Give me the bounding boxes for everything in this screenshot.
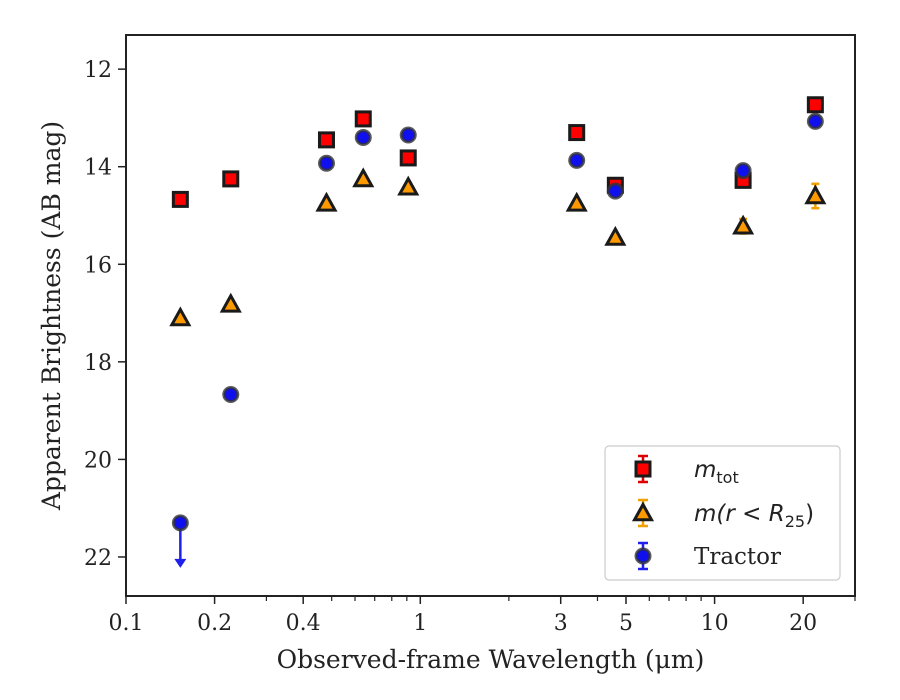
x-tick-label: 5 [619, 611, 633, 636]
data-point-triangle [804, 184, 827, 205]
data-point-circle [806, 112, 824, 130]
data-point-triangle [732, 214, 755, 235]
data-point-square [399, 149, 417, 167]
y-tick-label: 14 [84, 156, 112, 181]
data-point-triangle [352, 167, 375, 188]
legend-label: m(r < R25) [694, 501, 814, 531]
x-tick-label: 20 [789, 611, 817, 636]
data-point-square [317, 131, 335, 149]
data-point-triangle [169, 306, 192, 327]
y-axis-label: Apparent Brightness (AB mag) [37, 121, 66, 511]
data-point-triangle [397, 175, 420, 196]
data-marks [169, 96, 827, 568]
x-tick-label: 3 [554, 611, 568, 636]
plot-frame [125, 34, 856, 597]
data-point-circle [222, 386, 240, 404]
data-point-triangle [315, 191, 338, 212]
x-axis-ticks: 0.1 0.2 0.4 1 3 5 10 20 [109, 596, 856, 636]
legend-label: Tractor [694, 544, 781, 570]
data-point-circle [734, 162, 752, 180]
x-tick-label: 0.2 [197, 611, 232, 636]
upper-limit-arrow-head [174, 558, 187, 568]
y-axis-ticks: 12 14 16 18 20 22 [84, 58, 126, 571]
data-point-circle [171, 514, 189, 532]
legend: mtot m(r < R25) Tractor [604, 445, 841, 581]
data-point-square [171, 190, 189, 208]
y-tick-label: 20 [84, 448, 112, 473]
data-point-square [354, 110, 372, 128]
legend-marker-square [634, 460, 652, 478]
legend-label: mtot [694, 457, 739, 487]
x-tick-label: 0.4 [286, 611, 321, 636]
y-tick-label: 16 [84, 253, 112, 278]
data-point-circle [568, 151, 586, 169]
x-axis-label: Observed-frame Wavelength (μm) [277, 645, 705, 674]
data-point-circle [606, 182, 624, 200]
data-point-circle [317, 154, 335, 172]
data-point-circle [399, 126, 417, 144]
data-point-circle [354, 128, 372, 146]
y-tick-label: 12 [84, 58, 112, 83]
data-point-triangle [565, 191, 588, 212]
legend-box [604, 445, 841, 581]
data-point-square [222, 170, 240, 188]
legend-marker-triangle [631, 501, 655, 522]
y-tick-label: 22 [84, 546, 112, 571]
data-point-triangle [604, 225, 627, 246]
y-tick-label: 18 [84, 351, 112, 376]
data-point-square [568, 124, 586, 142]
x-tick-label: 10 [701, 611, 729, 636]
legend-marker-circle [634, 547, 652, 565]
x-tick-label: 1 [413, 611, 427, 636]
x-tick-label: 0.1 [109, 611, 144, 636]
data-point-square [806, 96, 824, 114]
data-point-triangle [219, 292, 242, 313]
